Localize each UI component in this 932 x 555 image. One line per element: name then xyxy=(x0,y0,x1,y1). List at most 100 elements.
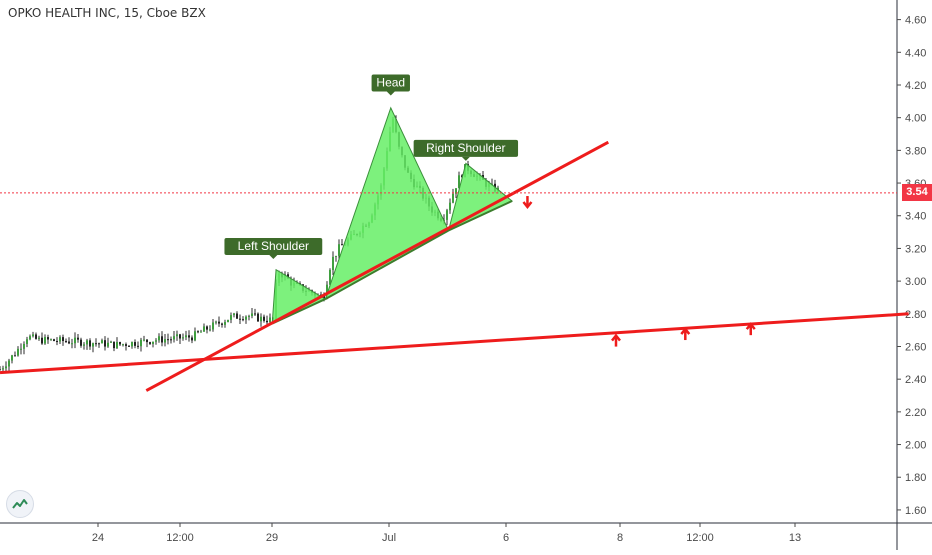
candle-body xyxy=(176,334,178,337)
last-price-badge: 3.54 xyxy=(902,184,932,202)
candle-body xyxy=(341,244,343,246)
pattern-label-box xyxy=(224,237,323,255)
symbol-title: OPKO HEALTH INC, 15, Cboe BZX xyxy=(8,6,206,20)
y-tick-label: 1.80 xyxy=(905,472,926,484)
candle-body xyxy=(197,331,199,333)
candle-body xyxy=(179,334,181,339)
candle-body xyxy=(233,313,235,316)
pattern-label-text: Left Shoulder xyxy=(238,239,309,253)
candle-body xyxy=(155,340,157,342)
candle-body xyxy=(188,335,190,338)
y-tick-label: 4.60 xyxy=(905,15,926,27)
candle-body xyxy=(221,323,223,325)
candle-body xyxy=(17,348,19,356)
candle-body xyxy=(227,319,229,323)
candle-body xyxy=(143,339,145,341)
candle-body xyxy=(251,313,253,317)
y-tick-label: 4.20 xyxy=(905,80,926,92)
pattern-label: Head xyxy=(371,74,410,96)
arrow-head xyxy=(522,201,533,210)
candle-body xyxy=(14,355,16,357)
candle-body xyxy=(212,322,214,330)
tradingview-logo-icon[interactable] xyxy=(6,490,34,518)
candle-body xyxy=(101,340,103,344)
pattern-labels: Left Shoulder Head Right Shoulder xyxy=(224,74,519,259)
candle-body xyxy=(269,317,271,323)
candle-body xyxy=(29,336,31,340)
candle-body xyxy=(146,339,148,343)
candle-body xyxy=(71,343,73,345)
y-tick-label: 4.00 xyxy=(905,113,926,125)
candle-body xyxy=(260,316,262,322)
y-tick-label: 3.20 xyxy=(905,243,926,255)
head-and-shoulders-pattern[interactable] xyxy=(271,106,513,325)
candle-body xyxy=(38,337,40,339)
candle-body xyxy=(170,339,172,341)
plot-background xyxy=(0,0,897,523)
arrow-up-icon xyxy=(745,322,756,336)
candle-body xyxy=(107,342,109,347)
candle-body xyxy=(77,337,79,340)
arrow-up-icon xyxy=(611,333,621,347)
y-tick-label: 2.20 xyxy=(905,407,926,419)
trend-lines[interactable] xyxy=(0,140,909,392)
candle-body xyxy=(116,341,118,349)
candle-body xyxy=(2,368,4,370)
candle-body xyxy=(323,295,325,299)
candle-body xyxy=(266,320,268,323)
x-tick-label: 6 xyxy=(503,532,509,544)
candle-body xyxy=(83,344,85,346)
candle-body xyxy=(158,336,160,341)
candle-body xyxy=(86,340,88,345)
candle-body xyxy=(98,343,100,345)
candle-body xyxy=(182,337,184,339)
candle-body xyxy=(32,334,34,337)
candle-body xyxy=(56,341,58,343)
candle-body xyxy=(203,326,205,332)
candle-body xyxy=(446,210,448,220)
arrow-down-icon xyxy=(522,196,533,210)
arrow-up-icon xyxy=(680,327,691,341)
pattern-label: Left Shoulder xyxy=(224,237,323,259)
trend-line-2 xyxy=(0,312,909,375)
candle-body xyxy=(65,341,67,343)
candle-body xyxy=(92,343,94,347)
candle-body xyxy=(329,270,331,285)
y-tick-label: 4.40 xyxy=(905,47,926,59)
candle-body xyxy=(95,343,97,345)
candle-body xyxy=(449,202,451,211)
y-tick-label: 3.40 xyxy=(905,211,926,223)
candle-body xyxy=(458,175,460,189)
y-axis: 1.60 1.80 2.00 2.20 2.40 2.60 2.80 3.00 3.20 3.40… xyxy=(897,15,926,517)
candle-body xyxy=(110,341,112,343)
candle-body xyxy=(152,341,154,344)
candle-body xyxy=(74,337,76,344)
candle-body xyxy=(20,348,22,350)
y-tick-label: 2.40 xyxy=(905,374,926,386)
price-axis-background xyxy=(897,0,932,550)
candle-body xyxy=(239,318,241,320)
candle-body xyxy=(44,337,46,344)
candle-body xyxy=(173,336,175,340)
y-tick-label: 1.60 xyxy=(905,505,926,517)
candle-body xyxy=(209,329,211,331)
pattern-label-text: Right Shoulder xyxy=(426,141,505,155)
candle-body xyxy=(245,316,247,320)
candle-body xyxy=(218,321,220,324)
pattern-label-text: Head xyxy=(376,76,405,90)
candle-body xyxy=(5,366,7,369)
candle-body xyxy=(167,339,169,341)
pattern-label-box xyxy=(413,139,519,157)
arrow-markers[interactable] xyxy=(522,196,756,347)
x-tick-label: 13 xyxy=(789,532,801,544)
candle-body xyxy=(215,321,217,323)
candle-body xyxy=(326,284,328,299)
pattern-label: Right Shoulder xyxy=(413,139,519,161)
candle-body xyxy=(185,335,187,338)
pattern-label-pointer xyxy=(269,254,278,259)
pattern-label-pointer xyxy=(461,156,470,161)
candle-body xyxy=(128,345,130,347)
arrow-head xyxy=(611,333,621,342)
